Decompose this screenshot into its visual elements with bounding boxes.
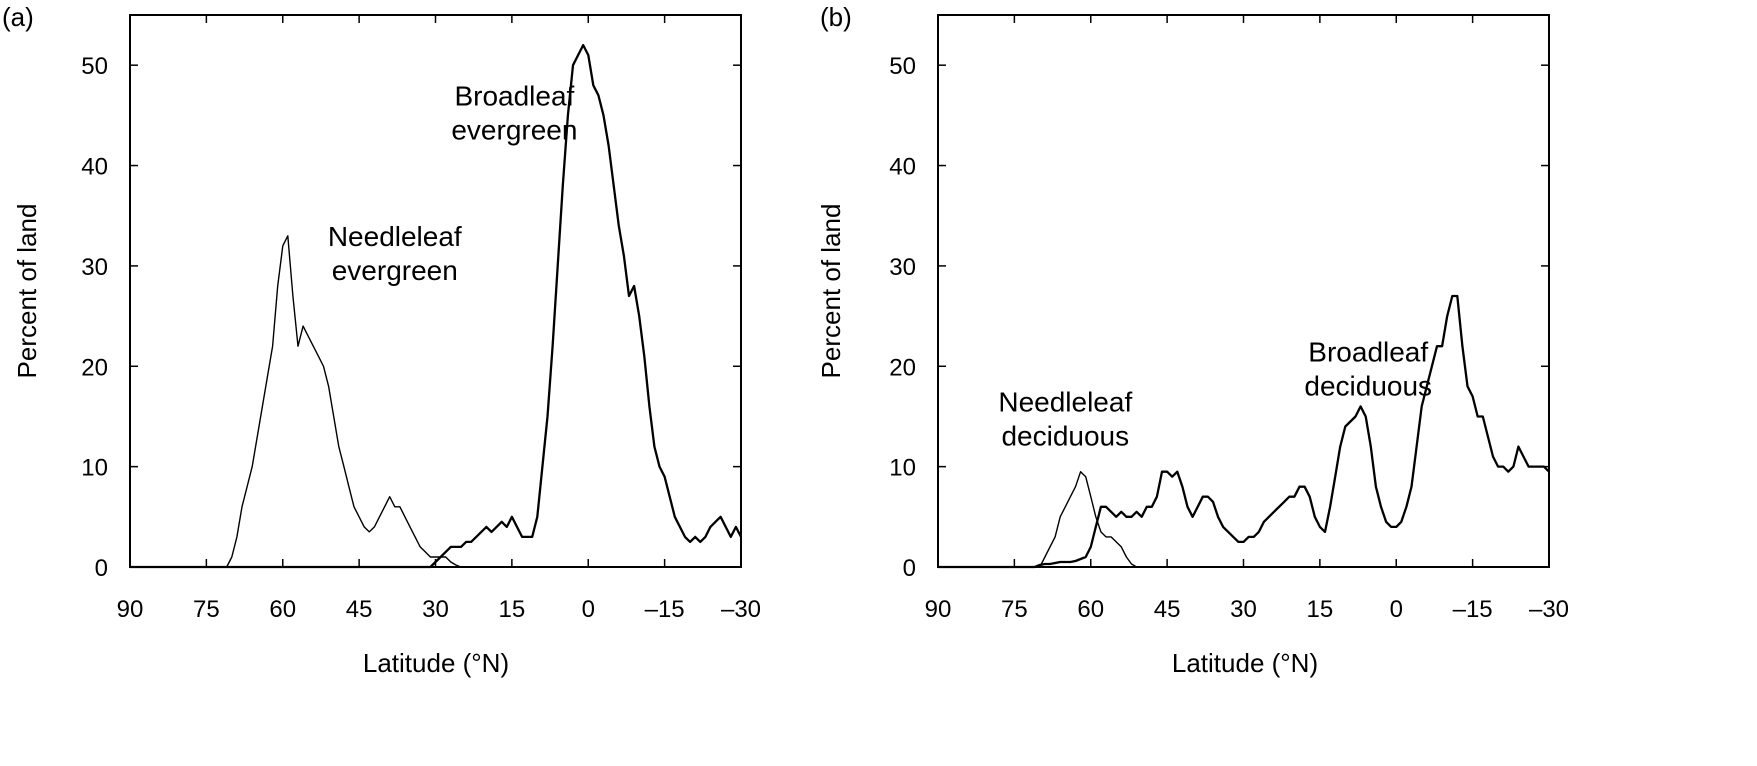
x-tick-label: 60 [1077,596,1104,623]
plot-frame [937,14,1550,568]
x-tick-label: 90 [117,596,144,623]
y-tick-label: 20 [889,354,916,381]
x-axis-label: Latitude (°N) [1172,648,1318,678]
y-tick-label: 50 [889,53,916,80]
x-tick-label: 45 [1154,596,1181,623]
x-tick-label: 90 [925,596,952,623]
y-axis-label: Percent of land [816,204,846,379]
x-tick-label: 60 [269,596,296,623]
x-tick-label: 15 [499,596,526,623]
x-tick-label: 30 [1230,596,1257,623]
x-tick-label: –30 [721,596,761,623]
panel-b: (b) 90 75 60 45 30 15 0 –15 –30 0 10 20 30 40 50 Need… [816,2,1569,678]
x-tick-label: 75 [1001,596,1028,623]
y-tick-label: 50 [81,53,108,80]
y-axis-ticks: 0 10 20 30 40 50 [81,53,741,582]
panel-label: (a) [2,2,34,32]
series-annotation: Broadleaf evergreen [451,80,577,145]
series-line-broadleaf-deciduous [938,294,1550,569]
annotation-line: deciduous [1304,370,1432,401]
x-tick-label: 75 [193,596,220,623]
series-line-needleleaf-evergreen [130,235,741,568]
annotation-line: Broadleaf [1308,336,1428,367]
series-lines [938,294,1550,569]
y-axis-ticks: 0 10 20 30 40 50 [889,53,1549,582]
x-tick-label: 30 [422,596,449,623]
y-tick-label: 30 [81,254,108,281]
y-axis-label: Percent of land [12,204,42,379]
annotation-line: Broadleaf [454,80,574,111]
y-tick-label: 10 [889,455,916,482]
x-tick-label: 0 [582,596,595,623]
x-tick-label: –15 [645,596,685,623]
x-tick-label: 45 [346,596,373,623]
y-tick-label: 20 [81,354,108,381]
panel-label: (b) [820,2,852,32]
annotation-line: evergreen [332,255,458,286]
x-tick-label: –30 [1529,596,1569,623]
series-lines [130,43,743,569]
annotation-line: Needleleaf [998,386,1132,417]
y-tick-label: 10 [81,455,108,482]
x-tick-label: –15 [1453,596,1493,623]
series-annotation: Needleleaf evergreen [328,221,462,286]
y-tick-label: 40 [81,154,108,181]
annotation-line: evergreen [451,114,577,145]
panel-a: (a) 90 75 60 45 30 15 0 –15 –30 0 10 20 30 40 50 Need… [2,2,761,678]
y-tick-label: 0 [95,555,108,582]
x-tick-label: 15 [1307,596,1334,623]
plot-frame [129,14,742,568]
series-annotation: Needleleaf deciduous [998,386,1132,451]
annotation-line: Needleleaf [328,221,462,252]
y-tick-label: 0 [903,555,916,582]
annotation-line: deciduous [1001,420,1129,451]
x-axis-ticks: 90 75 60 45 30 15 0 –15 –30 [925,15,1569,623]
y-tick-label: 30 [889,254,916,281]
x-axis-label: Latitude (°N) [363,648,509,678]
x-axis-ticks: 90 75 60 45 30 15 0 –15 –30 [117,15,761,623]
y-tick-label: 40 [889,154,916,181]
series-line-broadleaf-evergreen [130,43,743,569]
series-line-needleleaf-deciduous [938,471,1549,568]
x-tick-label: 0 [1390,596,1403,623]
series-annotation: Broadleaf deciduous [1304,336,1432,401]
